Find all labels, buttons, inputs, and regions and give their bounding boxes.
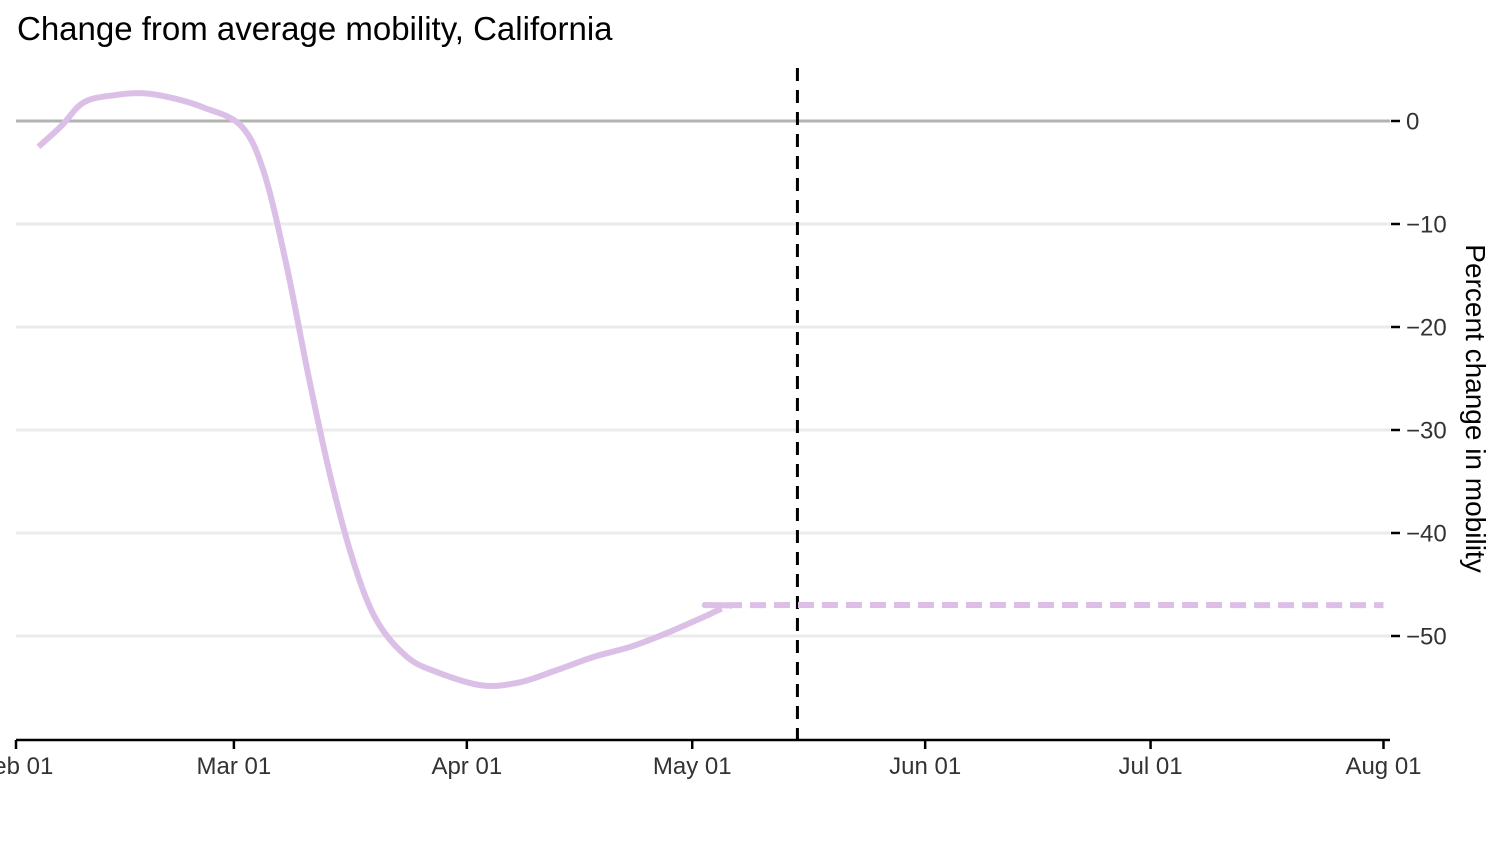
x-tick-label: May 01 [653, 753, 732, 780]
reference-lines [16, 68, 1390, 740]
y-tick-label: −40 [1406, 521, 1447, 548]
projected-mobility-line [701, 602, 1384, 619]
observed-mobility-line [36, 90, 709, 690]
x-tick-label: Jul 01 [1119, 753, 1183, 780]
x-tick-label: Aug 01 [1345, 753, 1421, 780]
y-tick-label: −10 [1406, 212, 1447, 239]
chart-title: Change from average mobility, California [17, 10, 613, 47]
grid-lines [16, 222, 1390, 638]
y-tick-label: −20 [1406, 315, 1447, 342]
y-tick-label: −50 [1406, 624, 1447, 651]
series-lines [36, 90, 1384, 690]
y-tick-label: 0 [1406, 109, 1419, 136]
x-tick-label: Jun 01 [889, 753, 961, 780]
y-tick-label: −30 [1406, 418, 1447, 445]
y-axis-title: Percent change in mobility [1460, 244, 1491, 572]
x-tick-label: Apr 01 [431, 753, 502, 780]
x-tick-label: Feb 01 [0, 753, 53, 780]
axes: Feb 01 Mar 01 Apr 01 May 01 Jun 01 Jul 01 Aug … [0, 109, 1447, 781]
x-tick-label: Mar 01 [197, 753, 272, 780]
